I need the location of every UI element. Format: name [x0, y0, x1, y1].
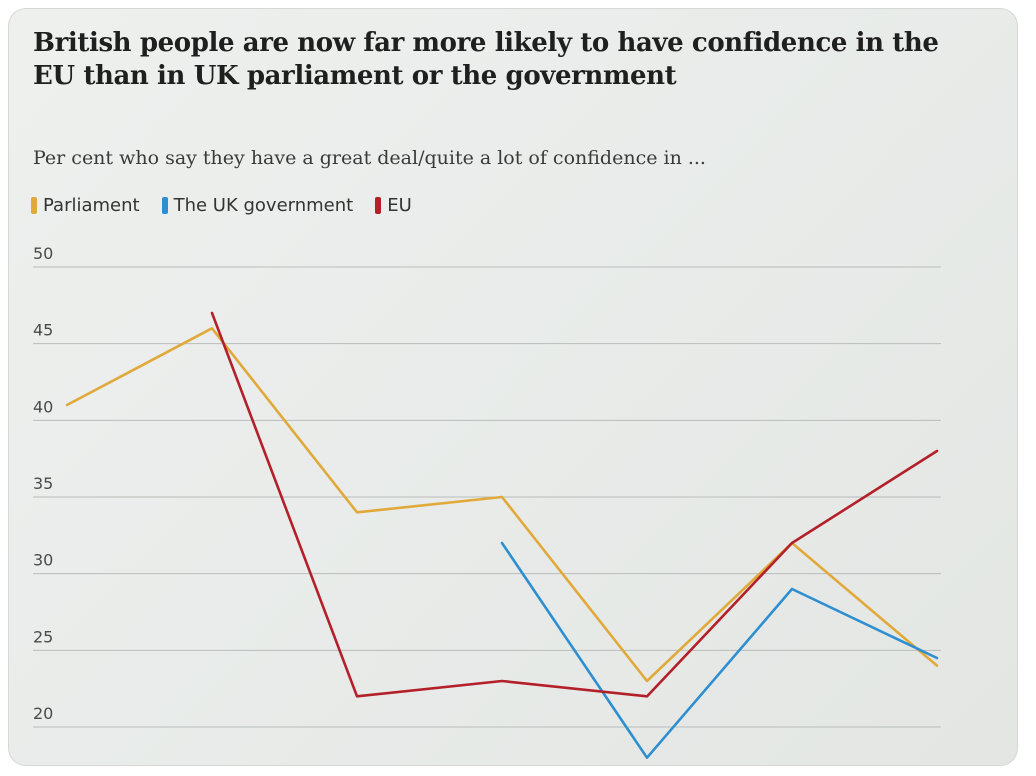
legend-swatch-eu	[375, 197, 382, 214]
line-chart: 50 45 40 35 30 25 20	[33, 244, 941, 759]
chart-card: British people are now far more likely t…	[8, 8, 1018, 766]
legend-item-eu: EU	[375, 195, 412, 216]
chart-subtitle: Per cent who say they have a great deal/…	[33, 147, 706, 169]
grid-layer	[33, 266, 941, 728]
y-tick-label-50: 50	[33, 244, 53, 263]
chart-title: British people are now far more likely t…	[33, 28, 939, 91]
series-line-parliament	[65, 327, 939, 683]
y-tick-label-25: 25	[33, 627, 53, 646]
y-tick-label-45: 45	[33, 321, 53, 340]
legend-item-uk-government: The UK government	[161, 195, 354, 216]
legend-swatch-uk-government	[161, 197, 168, 214]
y-tick-label-20: 20	[33, 704, 53, 723]
legend-label-parliament: Parliament	[43, 195, 140, 216]
legend-item-parliament: Parliament	[31, 195, 140, 216]
y-tick-label-40: 40	[33, 397, 53, 416]
series-line-the-uk-government	[500, 541, 939, 759]
legend-label-uk-government: The UK government	[173, 195, 354, 216]
legend-swatch-parliament	[31, 197, 37, 214]
chart-legend: Parliament The UK government EU	[31, 195, 412, 216]
legend-label-eu: EU	[387, 195, 412, 216]
y-tick-label-30: 30	[33, 551, 53, 570]
series-line-eu	[210, 311, 939, 698]
y-tick-label-35: 35	[33, 474, 53, 493]
y-axis-ticks: 50 45 40 35 30 25 20	[33, 244, 53, 723]
series-layer	[65, 311, 939, 759]
